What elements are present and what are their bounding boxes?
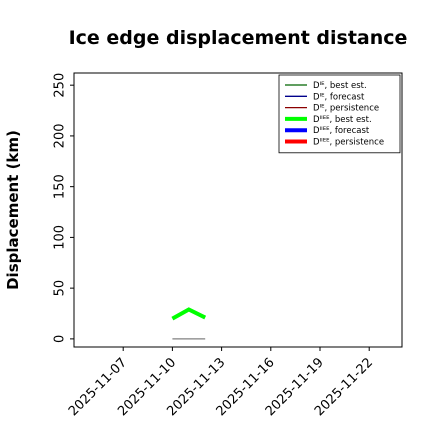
legend-label: Dᴵᴵᴱᴱ, forecast <box>313 126 370 136</box>
legend-label: Dᴵᴵᴱᴱ, best est. <box>313 115 372 125</box>
y-axis: 0 50 100 150 200 250 <box>53 73 74 343</box>
plot-frame <box>73 72 403 348</box>
legend-label: Dᴵᴱ, persistence <box>313 104 379 114</box>
y-tick-label: 0 <box>53 335 68 343</box>
y-tick-label: 250 <box>53 73 68 98</box>
y-tick-label: 200 <box>53 124 68 149</box>
legend-label: Dᴵᴱ, forecast <box>313 92 365 102</box>
legend-label: Dᴵᴵᴱᴱ, persistence <box>313 138 384 148</box>
series-layer <box>171 307 207 340</box>
y-axis-label: Displacement (km) <box>4 130 22 290</box>
y-tick-label: 50 <box>53 280 68 297</box>
legend: Dᴵᴱ, best est.Dᴵᴱ, forecast Dᴵᴱ, persiste… <box>278 74 401 154</box>
legend-label: Dᴵᴱ, best est. <box>313 81 367 91</box>
y-tick-label: 100 <box>53 225 68 250</box>
chart-title: Ice edge displacement distance <box>69 27 408 49</box>
series-line-3 <box>171 307 207 321</box>
x-axis: 2025-11-072025-11-102025-11-132025-11-16… <box>66 347 376 419</box>
y-tick-label: 150 <box>53 174 68 199</box>
